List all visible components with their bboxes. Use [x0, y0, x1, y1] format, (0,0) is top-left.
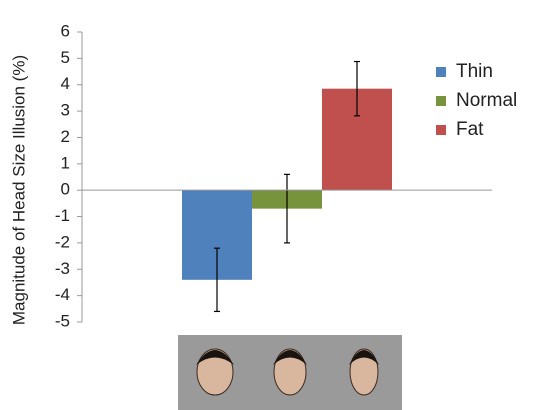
y-tick-label: 1 — [61, 153, 70, 172]
y-tick-label: -3 — [55, 259, 70, 278]
legend-swatch — [436, 67, 446, 77]
y-tick-label: 4 — [61, 74, 70, 93]
y-tick-label: 5 — [61, 48, 70, 67]
chart: Magnitude of Head Size Illusion (%) -5 -4… — [0, 0, 534, 410]
legend-label: Fat — [456, 119, 484, 140]
legend-swatch — [436, 96, 446, 106]
y-tick-label: 2 — [61, 127, 70, 146]
face-photo — [178, 335, 402, 410]
y-tick-label: -4 — [55, 285, 70, 304]
y-tick-label: -2 — [55, 232, 70, 251]
y-tick-label: 3 — [61, 101, 70, 120]
y-tick-label: -5 — [55, 311, 70, 330]
legend-swatch — [436, 125, 446, 135]
y-tick-label: -1 — [55, 206, 70, 225]
y-tick-label: 0 — [61, 180, 70, 199]
y-axis-label: Magnitude of Head Size Illusion (%) — [9, 55, 28, 325]
y-tick-label: 6 — [61, 21, 70, 40]
legend-label: Normal — [456, 90, 517, 111]
legend-label: Thin — [456, 61, 493, 82]
